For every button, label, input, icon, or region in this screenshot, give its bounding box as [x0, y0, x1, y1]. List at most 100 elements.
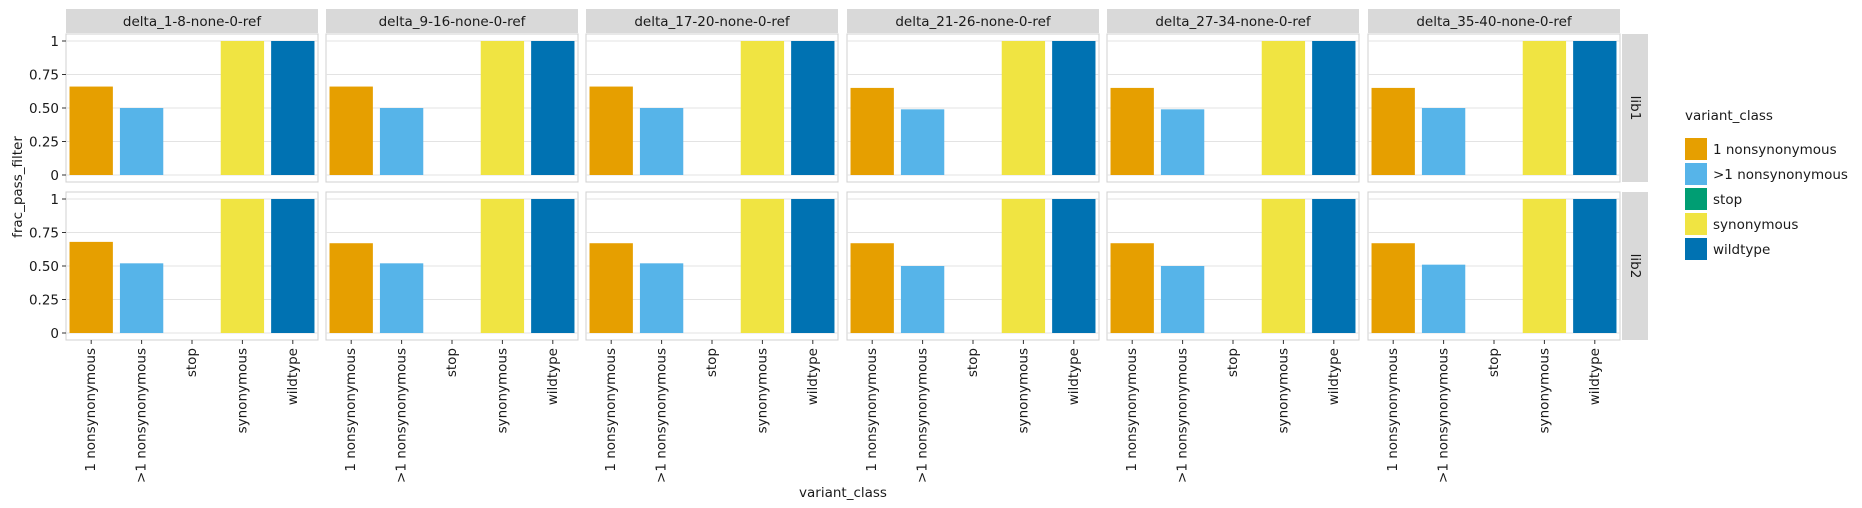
- x-tick-label: stop: [704, 348, 720, 377]
- bar: [1110, 243, 1154, 333]
- bar: [329, 86, 373, 175]
- bar: [1312, 41, 1356, 175]
- bar: [1573, 41, 1617, 175]
- y-tick-label: 0.75: [29, 226, 59, 242]
- facet-strip-row-label: lib1: [1627, 96, 1643, 121]
- x-tick-label: 1 nonsynonymous: [603, 348, 619, 472]
- bar: [639, 108, 684, 175]
- x-tick-label: synonymous: [1275, 348, 1291, 433]
- bar: [1052, 199, 1096, 333]
- bar: [271, 199, 315, 333]
- x-tick-label: wildtype: [1066, 348, 1082, 405]
- x-tick-label: wildtype: [1587, 348, 1603, 405]
- bar: [69, 86, 113, 175]
- x-tick-label: synonymous: [494, 348, 510, 433]
- bar: [1261, 41, 1306, 175]
- bar: [220, 199, 265, 333]
- facet-strip-column-label: delta_21-26-none-0-ref: [895, 14, 1052, 30]
- bar: [639, 263, 684, 333]
- facet-strip-column-label: delta_1-8-none-0-ref: [123, 14, 262, 30]
- legend-swatch: [1685, 163, 1707, 185]
- y-tick-label: 0.25: [29, 293, 59, 309]
- bar: [1573, 199, 1617, 333]
- bar: [531, 41, 575, 175]
- bar: [589, 86, 633, 175]
- bar: [1160, 109, 1205, 175]
- bar: [1312, 199, 1356, 333]
- facet-strip-column: [847, 9, 1099, 33]
- bar: [1522, 41, 1567, 175]
- facet-strip-row: [1622, 34, 1648, 182]
- bar: [900, 109, 945, 175]
- y-tick-label: 1: [50, 34, 59, 50]
- x-tick-label: stop: [444, 348, 460, 377]
- x-tick-label: >1 nonsynonymous: [1175, 348, 1191, 483]
- x-tick-label: stop: [965, 348, 981, 377]
- x-tick-label: wildtype: [285, 348, 301, 405]
- x-tick-label: stop: [1486, 348, 1502, 377]
- legend-label: 1 nonsynonymous: [1713, 142, 1837, 158]
- y-tick-label: 1: [50, 192, 59, 208]
- legend-label: wildtype: [1713, 242, 1770, 258]
- facet-strip-column-label: delta_9-16-none-0-ref: [379, 14, 527, 30]
- x-tick-label: 1 nonsynonymous: [864, 348, 880, 472]
- bar: [1110, 87, 1154, 175]
- x-tick-label: >1 nonsynonymous: [654, 348, 670, 483]
- x-tick-label: synonymous: [1015, 348, 1031, 433]
- x-tick-label: stop: [1225, 348, 1241, 377]
- x-tick-label: 1 nonsynonymous: [343, 348, 359, 472]
- y-tick-label: 0.50: [29, 259, 59, 275]
- legend-swatch: [1685, 138, 1707, 160]
- legend-label: synonymous: [1713, 217, 1798, 233]
- x-tick-label: 1 nonsynonymous: [1385, 348, 1401, 472]
- bar: [1421, 108, 1466, 175]
- legend-swatch: [1685, 188, 1707, 210]
- facet-strip-column: [66, 9, 318, 33]
- facet-strip-row: [1622, 192, 1648, 340]
- bar: [850, 243, 894, 333]
- bar: [119, 108, 164, 175]
- x-tick-label: >1 nonsynonymous: [394, 348, 410, 483]
- legend-label: stop: [1713, 192, 1742, 208]
- bar: [740, 41, 785, 175]
- bar: [1160, 266, 1205, 333]
- bar: [271, 41, 315, 175]
- y-tick-label: 0.75: [29, 68, 59, 84]
- bar: [589, 243, 633, 333]
- legend-title: variant_class: [1685, 108, 1773, 124]
- bar: [480, 199, 525, 333]
- y-tick-label: 0.50: [29, 101, 59, 117]
- x-tick-label: >1 nonsynonymous: [915, 348, 931, 483]
- x-tick-label: >1 nonsynonymous: [134, 348, 150, 483]
- bar: [531, 199, 575, 333]
- facet-strip-column: [586, 9, 838, 33]
- x-tick-label: wildtype: [805, 348, 821, 405]
- bar: [850, 87, 894, 175]
- bar: [69, 241, 113, 333]
- x-tick-label: wildtype: [1326, 348, 1342, 405]
- x-tick-label: synonymous: [754, 348, 770, 433]
- bar: [220, 41, 265, 175]
- y-tick-label: 0: [50, 168, 59, 184]
- bar: [379, 263, 424, 333]
- bar: [1371, 243, 1415, 333]
- bar: [791, 41, 835, 175]
- bar: [1001, 41, 1046, 175]
- x-tick-label: >1 nonsynonymous: [1436, 348, 1452, 483]
- legend-swatch: [1685, 213, 1707, 235]
- facet-strip-column-label: delta_27-34-none-0-ref: [1155, 14, 1312, 30]
- x-tick-label: wildtype: [545, 348, 561, 405]
- bar: [900, 266, 945, 333]
- facet-strip-column: [326, 9, 578, 33]
- bar: [119, 263, 164, 333]
- facet-strip-column: [1368, 9, 1620, 33]
- bar: [1052, 41, 1096, 175]
- y-tick-label: 0.25: [29, 135, 59, 151]
- x-axis-title: variant_class: [799, 485, 887, 501]
- bar: [329, 243, 373, 333]
- facet-strip-column: [1107, 9, 1359, 33]
- x-tick-label: stop: [184, 348, 200, 377]
- x-tick-label: 1 nonsynonymous: [1124, 348, 1140, 472]
